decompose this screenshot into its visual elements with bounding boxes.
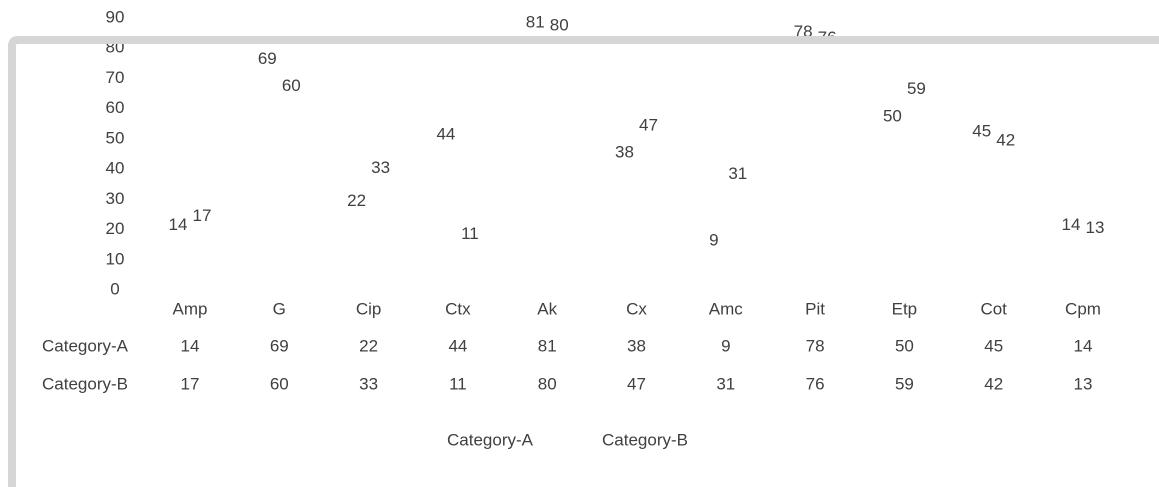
table-cell: 42 — [984, 374, 1003, 393]
x-tick-label: Amc — [709, 299, 744, 318]
data-label: 14 — [169, 215, 188, 234]
y-tick-label: 50 — [106, 128, 125, 147]
y-tick-label: 0 — [110, 279, 119, 298]
table-cell: 14 — [1074, 336, 1093, 355]
y-tick-label: 10 — [106, 249, 125, 268]
data-label: 11 — [461, 224, 479, 243]
data-label: 33 — [371, 158, 390, 177]
data-label: 50 — [883, 106, 902, 125]
panel-frame — [7, 36, 1159, 487]
x-tick-label: Amp — [173, 299, 208, 318]
data-label: 42 — [996, 131, 1015, 150]
table-cell: 17 — [181, 374, 200, 393]
table-cell: 69 — [270, 336, 289, 355]
table-cell: 22 — [359, 336, 378, 355]
table-cell: 44 — [448, 336, 467, 355]
x-tick-label: Ctx — [445, 299, 471, 318]
data-label: 69 — [258, 49, 277, 68]
table-cell: 14 — [181, 336, 200, 355]
y-tick-label: 30 — [106, 189, 125, 208]
x-tick-label: Cpm — [1065, 299, 1101, 318]
table-cell: 45 — [984, 336, 1003, 355]
y-tick-label: 20 — [106, 219, 125, 238]
data-label: 81 — [526, 13, 545, 32]
table-cell: 31 — [716, 374, 735, 393]
data-label: 22 — [347, 191, 366, 210]
data-label: 17 — [193, 206, 212, 225]
data-label: 45 — [972, 121, 991, 140]
table-cell: 47 — [627, 374, 646, 393]
table-row-header: Category-A — [42, 336, 129, 355]
x-tick-label: Cx — [626, 299, 647, 318]
table-cell: 50 — [895, 336, 914, 355]
data-label: 38 — [615, 143, 634, 162]
y-tick-label: 70 — [106, 68, 125, 87]
legend-entry: Category-A — [447, 430, 534, 449]
table-cell: 11 — [449, 374, 467, 393]
table-cell: 81 — [538, 336, 557, 355]
table-cell: 13 — [1074, 374, 1093, 393]
x-tick-label: Cip — [356, 299, 382, 318]
table-cell: 76 — [806, 374, 825, 393]
table-cell: 9 — [721, 336, 730, 355]
table-cell: 59 — [895, 374, 914, 393]
x-tick-label: Ak — [537, 299, 557, 318]
table-cell: 38 — [627, 336, 646, 355]
data-label: 9 — [709, 230, 718, 249]
y-tick-label: 40 — [106, 159, 125, 178]
x-tick-label: Cot — [980, 299, 1007, 318]
legend-entry: Category-B — [602, 430, 688, 449]
data-label: 13 — [1086, 218, 1105, 237]
y-tick-label: 90 — [106, 7, 125, 26]
data-label: 44 — [436, 125, 455, 144]
data-label: 47 — [639, 115, 658, 134]
x-tick-label: Etp — [892, 299, 918, 318]
y-tick-label: 60 — [106, 98, 125, 117]
x-tick-label: Pit — [805, 299, 825, 318]
data-label: 59 — [907, 79, 926, 98]
table-cell: 60 — [270, 374, 289, 393]
data-label: 80 — [550, 16, 569, 35]
table-cell: 78 — [806, 336, 825, 355]
data-label: 14 — [1062, 215, 1081, 234]
table-cell: 80 — [538, 374, 557, 393]
table-cell: 33 — [359, 374, 378, 393]
x-tick-label: G — [273, 299, 286, 318]
table-row-header: Category-B — [42, 374, 128, 393]
data-label: 31 — [728, 164, 747, 183]
plot: 0 10 20 30 40 50 60 70 80 90 14 69 22 44 81 38 9 78 50 45 14… — [42, 7, 1104, 449]
data-label: 60 — [282, 76, 301, 95]
